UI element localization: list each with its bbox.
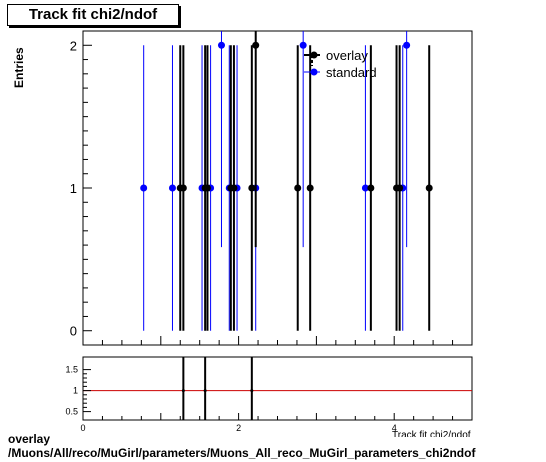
point-overlay (252, 41, 260, 49)
point-overlay (294, 184, 302, 192)
point-standard (217, 41, 225, 49)
point-overlay (396, 184, 404, 192)
x-axis-label: Track fit chi2/ndof (392, 430, 471, 437)
ratio-x-tick-label: 2 (236, 423, 241, 433)
point-overlay (248, 184, 256, 192)
chart-title: Track fit chi2/ndof (7, 4, 179, 26)
point-overlay (203, 184, 211, 192)
point-overlay (230, 184, 238, 192)
point-standard (140, 184, 148, 192)
point-overlay (179, 184, 187, 192)
ratio-point (203, 389, 207, 393)
ratio-plot-frame (82, 356, 473, 421)
point-overlay (306, 184, 314, 192)
ratio-point (250, 389, 254, 393)
point-overlay (367, 184, 375, 192)
point-standard (299, 41, 307, 49)
y-tick-label: 2 (70, 38, 77, 53)
ratio-y-tick-label: 1 (73, 386, 78, 396)
y-axis-label: Entries (12, 47, 26, 88)
footer-path: /Muons/All/reco/MuGirl/parameters/Muons_… (8, 446, 476, 460)
ratio-x-tick-label: 4 (392, 423, 397, 433)
ratio-y-tick-label: 0.5 (65, 407, 78, 417)
legend-overlay-label: overlay (326, 48, 368, 63)
legend-overlay-marker (310, 51, 318, 59)
y-tick-label: 1 (70, 181, 77, 196)
legend: overlay standard (304, 48, 377, 80)
point-standard (168, 184, 176, 192)
legend-standard-label: standard (326, 65, 377, 80)
point-standard (361, 184, 369, 192)
ratio-y-tick-label: 1.5 (65, 365, 78, 375)
point-overlay (425, 184, 433, 192)
point-standard (403, 41, 411, 49)
legend-standard-marker (310, 68, 318, 76)
footer-label: overlay (8, 432, 51, 446)
ratio-x-tick-label: 0 (80, 423, 85, 433)
y-tick-label: 0 (70, 324, 77, 339)
ratio-point (181, 389, 185, 393)
